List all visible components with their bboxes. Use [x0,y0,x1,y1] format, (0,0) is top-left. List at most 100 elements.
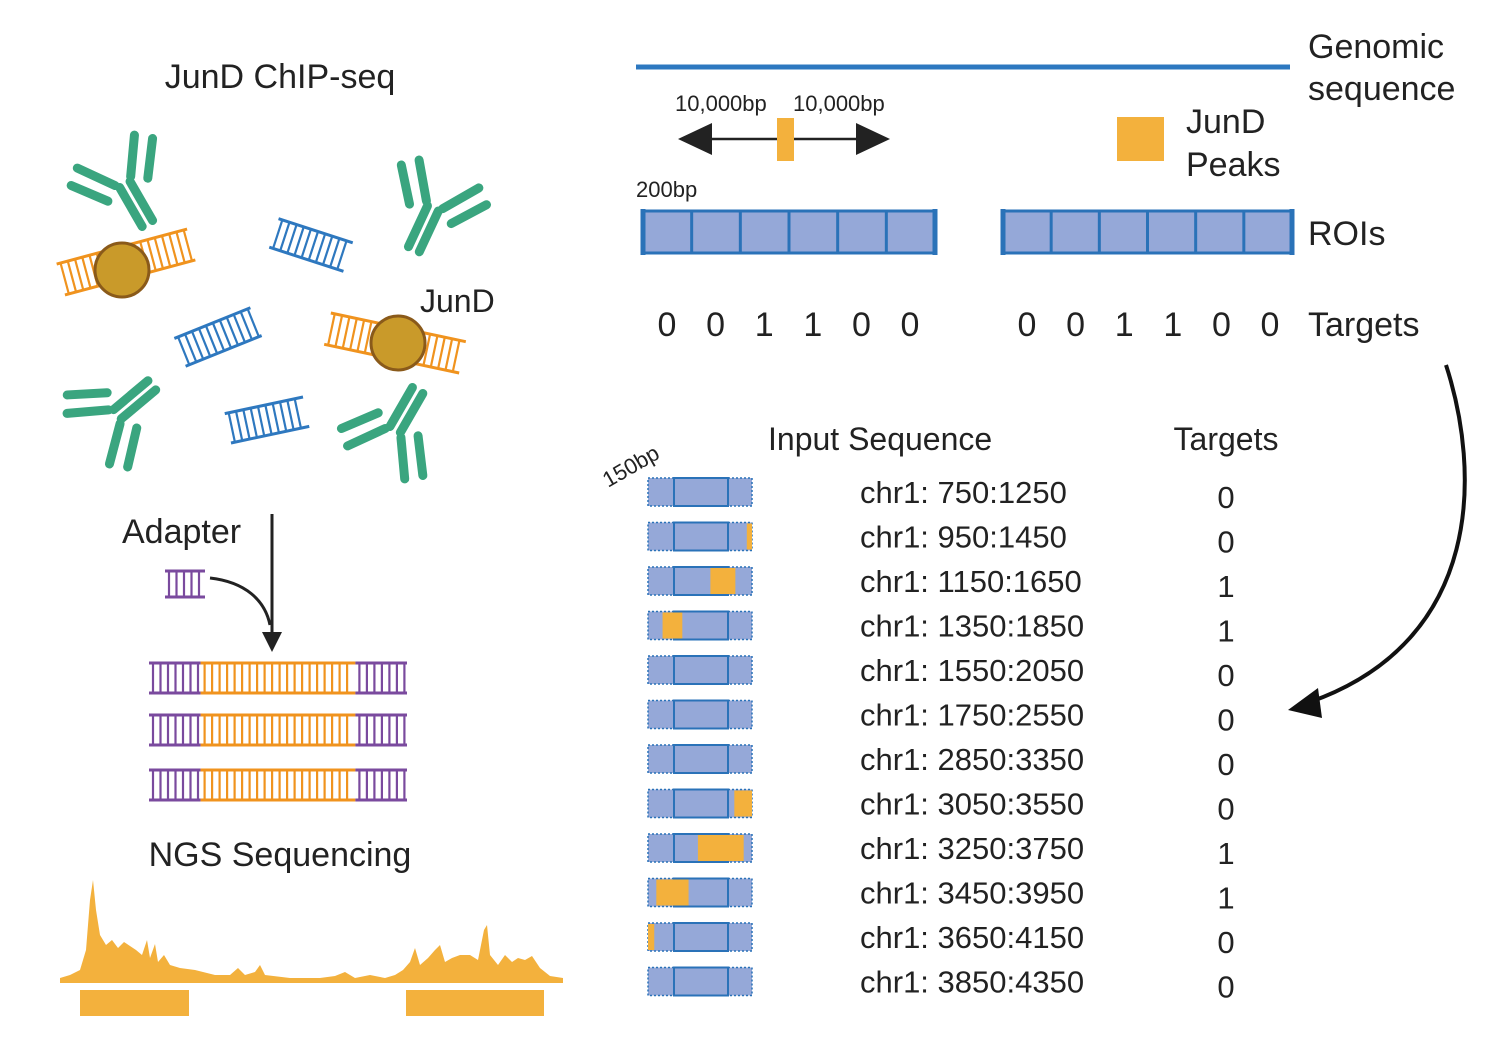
target-value: 0 [1212,306,1231,344]
jund-protein-2 [369,314,427,372]
roi-strip-left [640,209,938,255]
peak-overlap [656,879,689,906]
table-row: chr1: 750:1250 0 [647,475,1235,515]
roi-strip-right [1000,209,1295,255]
legend-peak-swatch [1117,117,1164,161]
roi-center-box [673,744,729,774]
antibody-4 [336,383,428,484]
peak-overlap [662,612,683,639]
antibody-1 [66,130,158,231]
target-value: 0 [706,306,725,344]
table-row: chr1: 2850:3350 0 [647,742,1235,782]
roi-center-box [673,477,729,507]
input-sequence-text: chr1: 3050:3550 [860,787,1084,822]
table-row: chr1: 1350:1850 1 [647,609,1235,649]
adapter-label: Adapter [122,513,241,551]
library-fragment-3 [149,768,407,802]
window-right-bp-label: 10,000bp [793,91,885,116]
table-row: chr1: 950:1450 0 [647,520,1235,560]
target-text: 0 [1217,658,1234,693]
roi-center-box [673,655,729,685]
target-value: 1 [1115,306,1134,344]
input-sequence-text: chr1: 2850:3350 [860,742,1084,777]
targets-label: Targets [1308,306,1420,344]
roi-center-box [673,521,729,552]
ngs-peak-bar-right [406,990,544,1016]
target-value: 0 [1018,306,1037,344]
antibody-group [62,130,491,484]
window-left-bp-label: 10,000bp [675,91,767,116]
jund-protein-1 [93,241,151,299]
table-row: chr1: 1550:2050 0 [647,653,1235,693]
chipseq-title: JunD ChIP-seq [165,58,396,96]
table-row: chr1: 3650:4150 0 [647,920,1235,960]
input-window-bar [647,744,753,774]
target-value: 1 [1163,306,1182,344]
window-peak-marker [777,118,794,161]
table-row: chr1: 3050:3550 0 [647,787,1235,827]
input-sequence-text: chr1: 750:1250 [860,475,1067,510]
target-text: 0 [1217,970,1234,1005]
target-text: 0 [1217,480,1234,515]
table-row: chr1: 3850:4350 0 [647,965,1235,1005]
target-value: 0 [658,306,677,344]
input-sequence-text: chr1: 1350:1850 [860,609,1084,644]
library-fragment-2 [149,713,407,747]
input-sequence-text: chr1: 1550:2050 [860,653,1084,688]
target-value: 1 [755,306,774,344]
ligated-library [149,661,407,802]
rois-label: ROIs [1308,215,1385,253]
jund-protein-label: JunD [420,283,495,319]
roi-center-box [673,788,729,819]
input-sequence-text: chr1: 3450:3950 [860,876,1084,911]
peak-overlap [746,523,752,550]
table-header-targets: Targets [1174,421,1279,457]
table-row: chr1: 3450:3950 1 [647,876,1235,916]
ngs-peak-bar-left [80,990,189,1016]
peak-overlap [697,835,744,861]
target-text: 1 [1217,881,1234,916]
peak-overlap [734,790,752,817]
roi-center-box [673,922,729,952]
adapter-fragment [165,569,205,599]
roi-bp-label: 200bp [636,177,697,202]
table-row: chr1: 1750:2550 0 [647,698,1235,738]
free-dna-3 [224,395,310,445]
target-text: 0 [1217,703,1234,738]
input-window-bar [647,521,753,552]
table-row: chr1: 3250:3750 1 [647,831,1235,871]
input-sequence-text: chr1: 3850:4350 [860,965,1084,1000]
target-value: 0 [901,306,920,344]
table-header-input: Input Sequence [768,421,992,457]
roi-center-box [673,699,729,730]
peak-overlap [710,568,736,594]
target-text: 0 [1217,925,1234,960]
input-window-bar [647,477,753,507]
input-window-bar [647,922,753,952]
ngs-label: NGS Sequencing [149,836,412,874]
target-value: 1 [803,306,822,344]
adapter-arrow [209,514,282,652]
adapter-dna [165,569,205,599]
free-dna-1 [268,217,354,273]
input-sequence-text: chr1: 950:1450 [860,520,1067,555]
target-text: 1 [1217,569,1234,604]
input-sequence-text: chr1: 3250:3750 [860,831,1084,866]
dna-fragment-group [56,217,467,445]
roi-center-box [673,966,729,997]
input-sequence-text: chr1: 1750:2550 [860,698,1084,733]
ngs-signal-track [60,880,563,983]
table-rows: chr1: 750:1250 0 chr1: 950:1450 0 chr1: 1150… [647,475,1235,1005]
target-value: 0 [852,306,871,344]
flow-curved-arrow [1288,364,1467,718]
genomic-label-line1: Genomic [1308,28,1444,66]
legend-peak-label-line2: Peaks [1186,146,1281,184]
target-text: 1 [1217,836,1234,871]
target-text: 1 [1217,614,1234,649]
library-fragment-1 [149,661,407,695]
target-text: 0 [1217,792,1234,827]
input-window-bar [647,655,753,685]
